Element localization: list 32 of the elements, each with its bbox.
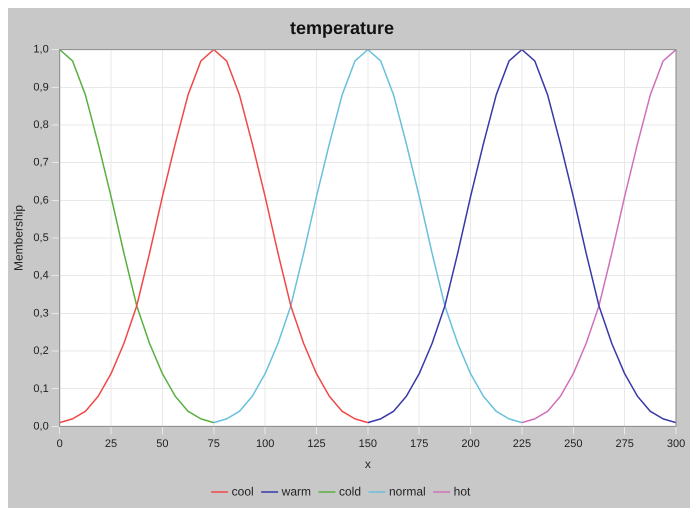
y-tick-label: 0,0 xyxy=(33,420,49,432)
legend-label: hot xyxy=(454,484,472,498)
x-tick-label: 0 xyxy=(56,438,63,450)
y-axis-title: Membership xyxy=(12,204,26,272)
x-tick-label: 300 xyxy=(666,438,686,450)
x-tick-label: 125 xyxy=(307,438,326,450)
y-tick-label: 0,3 xyxy=(33,307,49,320)
x-axis-title: x xyxy=(364,457,371,472)
x-tick-label: 250 xyxy=(564,438,582,450)
legend-label: cool xyxy=(232,484,254,498)
legend-label: normal xyxy=(389,484,426,498)
legend-label: cold xyxy=(338,484,361,498)
x-tick-label: 75 xyxy=(208,438,220,450)
x-tick-label: 100 xyxy=(256,438,274,450)
x-tick-label: 175 xyxy=(410,438,428,450)
y-tick-label: 0,2 xyxy=(33,345,49,358)
x-tick-label: 150 xyxy=(358,438,378,450)
y-tick-label: 1,0 xyxy=(33,44,49,56)
x-tick-label: 200 xyxy=(461,438,480,450)
x-tick-label: 225 xyxy=(512,438,532,450)
x-tick-label: 275 xyxy=(615,438,634,450)
y-tick-label: 0,8 xyxy=(33,118,49,131)
y-tick-label: 0,6 xyxy=(33,194,49,206)
y-tick-label: 0,5 xyxy=(33,232,49,244)
x-tick-label: 50 xyxy=(156,438,169,450)
y-tick-label: 0,4 xyxy=(33,270,49,282)
y-tick-label: 0,9 xyxy=(33,81,49,94)
y-tick-label: 0,7 xyxy=(33,156,49,169)
y-tick-label: 0,1 xyxy=(33,382,49,395)
chart-title: temperature xyxy=(290,18,394,38)
legend-label: warm xyxy=(280,484,311,498)
x-tick-label: 25 xyxy=(104,438,118,450)
